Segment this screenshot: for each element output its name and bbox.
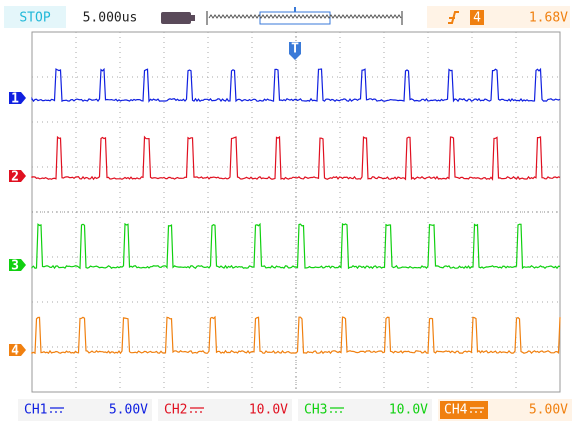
channel-marker bbox=[9, 92, 26, 104]
trigger-edge-icon bbox=[448, 11, 459, 24]
channel-scale: 10.0V bbox=[249, 403, 288, 418]
trigger-channel: 4 bbox=[473, 11, 481, 26]
coupling-icon bbox=[330, 407, 344, 413]
channel-marker bbox=[9, 170, 26, 182]
waveform bbox=[31, 67, 561, 103]
channel-scale: 5.00V bbox=[529, 403, 568, 418]
memory-position-bar bbox=[206, 7, 403, 25]
channel-name: CH1 bbox=[24, 403, 47, 418]
channel-marker-label: 3 bbox=[11, 259, 19, 274]
timebase: 5.000us bbox=[83, 11, 138, 26]
waveform bbox=[31, 315, 561, 355]
trigger-marker: T bbox=[289, 42, 301, 60]
channel-marker bbox=[9, 259, 26, 271]
channel-scale-box bbox=[158, 399, 292, 421]
status: STOP bbox=[19, 11, 50, 26]
channel-name-highlight bbox=[440, 401, 488, 419]
channel-scale: 5.00V bbox=[109, 403, 148, 418]
traces: 1 2 3 4 bbox=[9, 67, 561, 359]
channel-scale-bar: CH1 5.00V CH2 10.0V CH3 10.0V CH4 5.00V bbox=[18, 399, 572, 421]
channel-marker-label: 2 bbox=[11, 170, 19, 185]
waveform bbox=[31, 222, 561, 270]
status-box bbox=[4, 6, 66, 28]
trigger-info-box bbox=[427, 6, 570, 28]
trigger-marker-label: T bbox=[291, 42, 299, 57]
coupling-icon bbox=[50, 407, 64, 413]
channel-name: CH2 bbox=[164, 403, 187, 418]
coupling-icon bbox=[470, 407, 484, 413]
channel-marker-label: 1 bbox=[11, 92, 19, 107]
channel-marker bbox=[9, 344, 26, 356]
channel-scale-box bbox=[18, 399, 152, 421]
channel-scale-box bbox=[298, 399, 432, 421]
trigger-level: 1.68V bbox=[529, 11, 568, 26]
coupling-icon bbox=[190, 407, 204, 413]
channel-name: CH3 bbox=[304, 403, 327, 418]
channel-name: CH4 bbox=[444, 403, 468, 418]
channel-marker-label: 4 bbox=[11, 344, 19, 359]
trigger-channel-box bbox=[470, 10, 484, 25]
waveform bbox=[31, 135, 561, 181]
channel-scale: 10.0V bbox=[389, 403, 428, 418]
battery-icon bbox=[161, 12, 195, 24]
